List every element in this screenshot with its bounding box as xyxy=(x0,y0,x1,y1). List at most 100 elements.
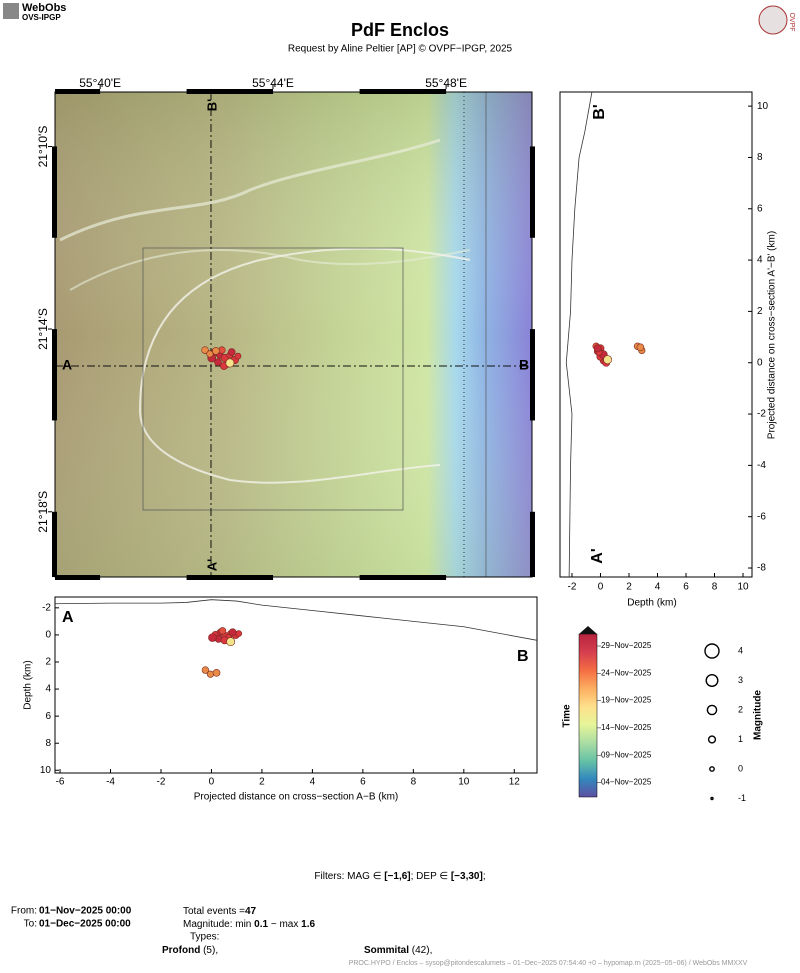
x-axis-label: Projected distance on cross−section A−B … xyxy=(194,792,399,803)
section-end-label: B' xyxy=(591,104,608,119)
colorbar-arrow xyxy=(579,626,597,634)
size-legend-label: 0 xyxy=(738,763,743,773)
size-legend-marker xyxy=(707,735,717,744)
y-tick-label: 21°10'S xyxy=(36,126,50,168)
y-tick-label: 4 xyxy=(757,255,763,266)
total-label: Total events = xyxy=(183,906,245,917)
colorbar-tick-label: 09−Nov−2025 xyxy=(601,750,652,759)
x-tick-label: 8 xyxy=(712,582,718,593)
mag-min: 0.1 xyxy=(254,919,268,930)
y-tick-label: -2 xyxy=(757,409,766,420)
event xyxy=(206,670,215,678)
y-tick-label: -8 xyxy=(757,563,766,574)
y-tick-label: 21°18'S xyxy=(36,491,50,533)
map-panel: A B B' A' xyxy=(54,91,533,578)
y-tick-label: -6 xyxy=(757,511,766,522)
size-legend-marker xyxy=(705,674,719,688)
frame-bar xyxy=(55,575,101,580)
type-count: (5), xyxy=(200,945,218,956)
enclos-rim xyxy=(138,247,471,484)
magnitude: Magnitude: min 0.1 − max 1.6 xyxy=(183,919,315,930)
filters-dep: [−3,30] xyxy=(451,871,483,882)
event xyxy=(214,358,222,366)
y-tick-label: 8 xyxy=(45,738,51,749)
x-tick-label: 2 xyxy=(626,582,632,593)
frame-bar xyxy=(55,89,101,94)
filters-mag: [−1,6] xyxy=(384,871,410,882)
frame-bar xyxy=(52,146,57,238)
size-legend-label: 4 xyxy=(738,645,743,655)
section-label: A xyxy=(62,357,72,373)
section-start-label: A' xyxy=(589,548,606,563)
x-tick-label: 12 xyxy=(509,777,521,788)
x-tick-label: -4 xyxy=(106,777,115,788)
y-tick-label: 8 xyxy=(757,152,763,163)
event xyxy=(636,343,645,352)
type-name: Sommital xyxy=(364,945,409,956)
frame-bar xyxy=(52,511,57,577)
frame-bar xyxy=(359,89,447,94)
size-legend-label: -1 xyxy=(738,793,746,803)
section-label: B xyxy=(519,357,529,373)
colorbar-tick-label: 19−Nov−2025 xyxy=(601,696,652,705)
title: PdF Enclos xyxy=(351,20,449,40)
frame-bar xyxy=(530,511,535,577)
to: 01−Dec−2025 00:00 xyxy=(39,919,131,930)
y-tick-label: 6 xyxy=(757,203,763,214)
section-end-label: B xyxy=(517,648,529,665)
section-label: B' xyxy=(204,99,219,111)
filters-label: Filters: MAG ∈ xyxy=(314,871,384,882)
y-tick-label: 2 xyxy=(45,657,51,668)
type-name: Profond xyxy=(162,945,200,956)
y-tick-label: 0 xyxy=(757,357,763,368)
event xyxy=(208,633,217,642)
size-legend-label: 1 xyxy=(738,734,743,744)
y-axis-label: Depth (km) xyxy=(23,660,34,709)
total-value: 47 xyxy=(245,906,257,917)
event xyxy=(603,355,613,365)
from-label: From: xyxy=(11,906,37,917)
event xyxy=(227,348,236,356)
y-tick-label: -4 xyxy=(757,460,766,471)
x-tick-label: -2 xyxy=(568,582,577,593)
x-tick-label: 55°40'E xyxy=(79,76,121,90)
terrain-ridge xyxy=(69,249,471,291)
event xyxy=(212,668,221,677)
size-legend-label: 2 xyxy=(738,704,743,714)
x-tick-label: 4 xyxy=(310,777,316,788)
frame-bar xyxy=(186,89,274,94)
types-label: Types: xyxy=(190,932,219,943)
logo-left: WebObs xyxy=(22,2,66,14)
y-tick-label: 0 xyxy=(45,630,51,641)
type-1: Profond (5), xyxy=(162,945,218,956)
x-tick-label: 55°44'E xyxy=(252,76,294,90)
type-count: (42), xyxy=(409,945,432,956)
mag-sep: − max xyxy=(268,919,301,930)
x-tick-label: -2 xyxy=(157,777,166,788)
topography xyxy=(565,91,593,578)
event xyxy=(225,358,235,368)
type-2: Sommital (42), xyxy=(364,945,432,956)
frame-bar xyxy=(530,146,535,238)
size-legend-marker xyxy=(710,796,714,801)
y-tick-label: 10 xyxy=(40,765,52,776)
filters-dep-label: ; DEP ∈ xyxy=(411,871,451,882)
colorbar-tick-label: 14−Nov−2025 xyxy=(601,723,652,732)
event xyxy=(235,630,243,637)
event xyxy=(201,346,209,354)
logo-right-icon xyxy=(758,5,788,35)
x-tick-label: 10 xyxy=(737,582,749,593)
mag-max: 1.6 xyxy=(301,919,315,930)
x-tick-label: 0 xyxy=(598,582,604,593)
y-tick-label: 4 xyxy=(45,684,51,695)
y-axis-label: Projected distance on cross−section A'−B… xyxy=(767,231,778,439)
frame-bar xyxy=(359,575,447,580)
event xyxy=(228,628,237,637)
logo-right: OVPF xyxy=(788,12,795,31)
size-legend-marker xyxy=(704,643,720,659)
frame-bar xyxy=(186,575,274,580)
section-label: A' xyxy=(204,559,219,571)
colorbar-tick-label: 29−Nov−2025 xyxy=(601,641,652,650)
size-legend-label: 3 xyxy=(738,675,743,685)
